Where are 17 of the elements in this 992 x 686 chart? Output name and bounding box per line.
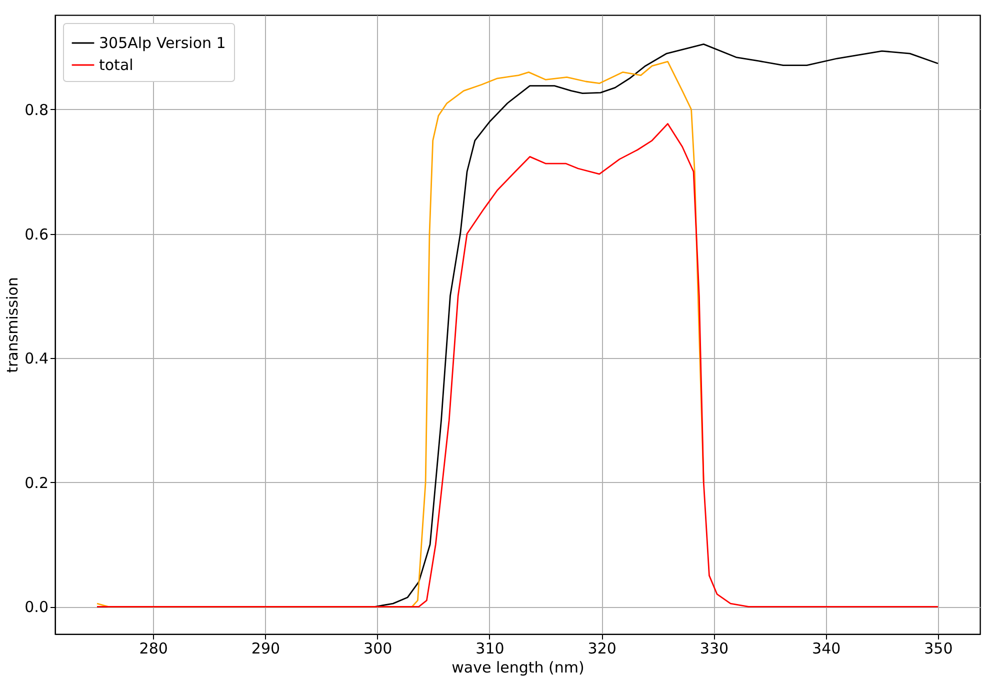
x-tick-label: 310 xyxy=(476,640,504,658)
x-tick-label: 330 xyxy=(700,640,729,658)
x-tick-label: 290 xyxy=(251,640,280,658)
x-tick-label: 340 xyxy=(812,640,841,658)
x-tick-label: 320 xyxy=(588,640,616,658)
y-tick-label: 0.6 xyxy=(24,225,48,244)
y-tick-label: 0.0 xyxy=(24,598,48,616)
y-axis-title: transmission xyxy=(4,277,22,373)
legend-label: 305Alp Version 1 xyxy=(99,34,226,52)
y-tick-label: 0.8 xyxy=(24,100,48,119)
x-axis-title: wave length (nm) xyxy=(452,658,584,676)
x-tick-label: 350 xyxy=(924,640,953,658)
x-tick-label: 300 xyxy=(364,640,392,658)
y-tick-label: 0.4 xyxy=(24,350,48,368)
legend-label: total xyxy=(99,56,134,74)
y-tick-label: 0.2 xyxy=(24,474,48,492)
x-tick-label: 280 xyxy=(139,640,168,658)
